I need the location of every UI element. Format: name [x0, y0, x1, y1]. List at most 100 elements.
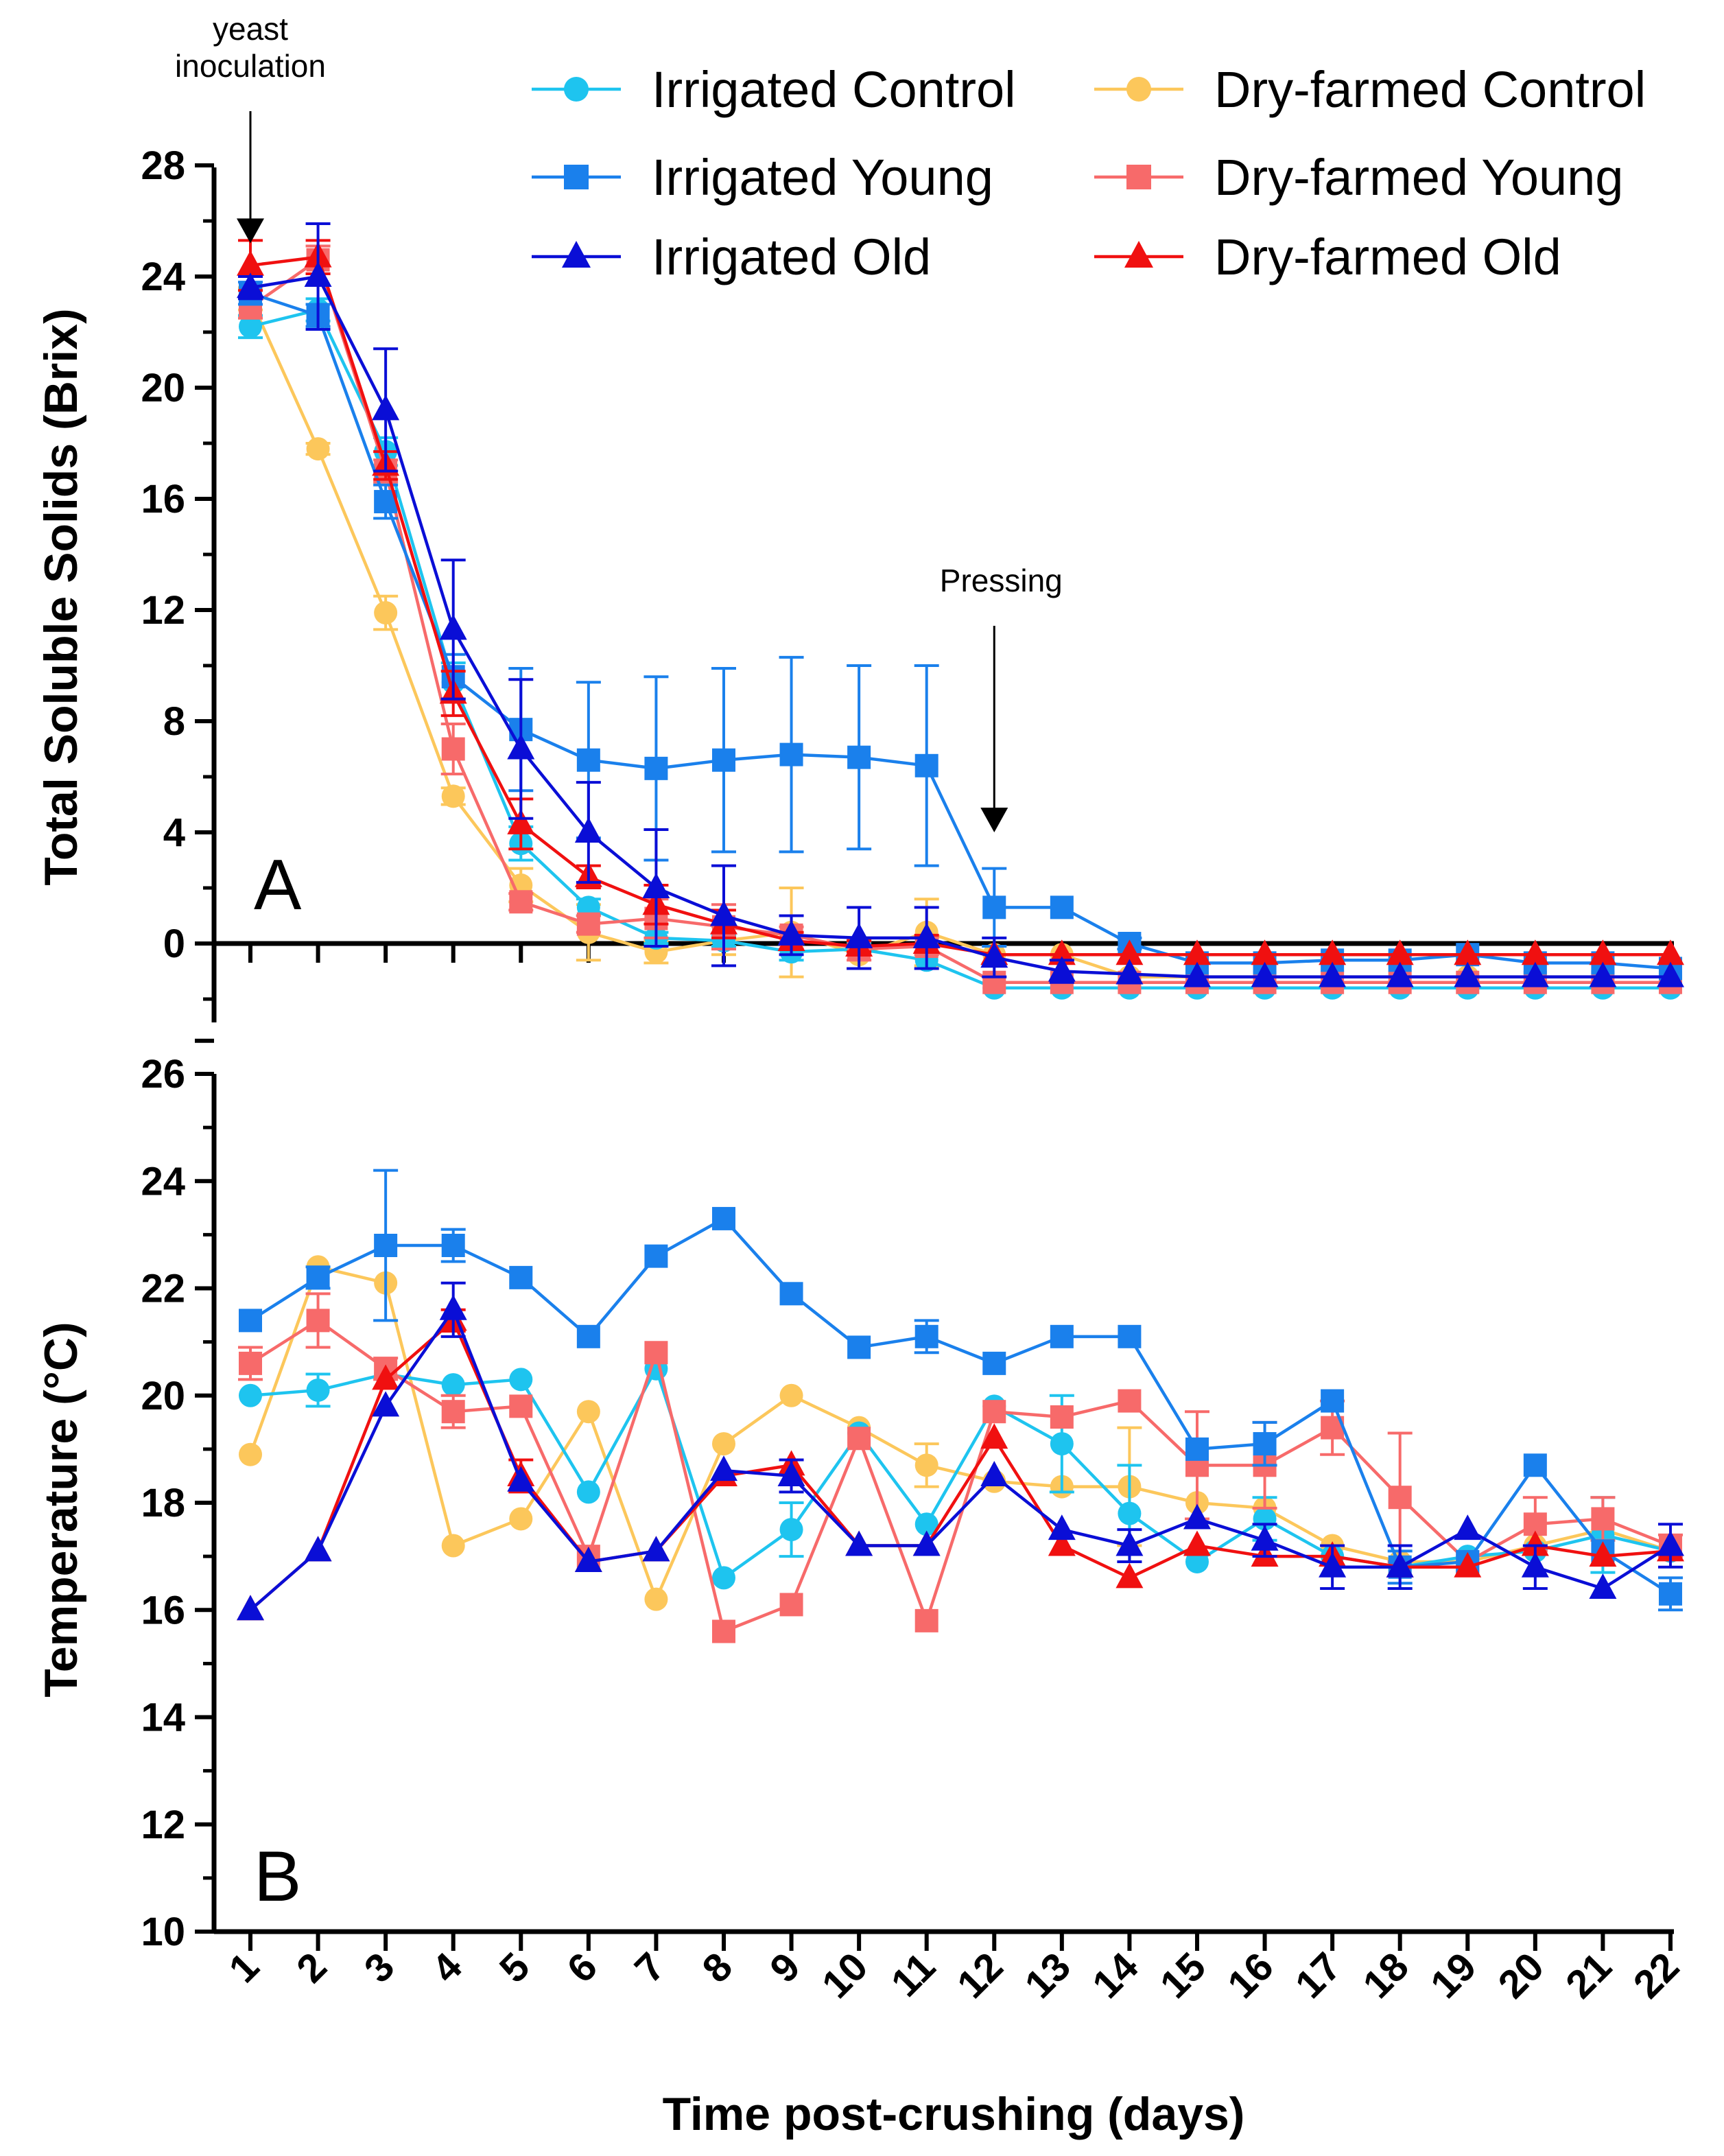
panel-b-dry-farmed-young-point	[1050, 1405, 1074, 1429]
panel-b-irrigated-young-point	[1658, 1582, 1682, 1606]
x-tick-label: 6	[558, 1944, 606, 1991]
panel-b-irrigated-old-point	[1183, 1503, 1211, 1530]
panel-b-irrigated-old-point	[709, 1455, 737, 1481]
panel-b-dry-farmed-young-series	[238, 1292, 1683, 1643]
panel-b-irrigated-old-point	[1115, 1530, 1144, 1556]
panel-b-irrigated-old-point	[980, 1460, 1008, 1486]
panel-a-irrigated-old-point	[507, 734, 535, 760]
panel-b-irrigated-old-point	[642, 1536, 670, 1562]
panel-a-irrigated-old-series	[237, 222, 1684, 987]
panel-a-irrigated-young-point	[711, 748, 735, 772]
panel-b-irrigated-young-point	[1185, 1437, 1209, 1461]
x-tick-label: 17	[1287, 1944, 1350, 2007]
panel-a-irrigated-old-point	[1115, 959, 1144, 985]
x-tick-label: 4	[423, 1944, 471, 1991]
panel-a-irrigated-old-point	[237, 272, 264, 298]
panel-a-irrigated-old-point	[1048, 956, 1076, 982]
x-tick-label: 1	[220, 1944, 268, 1991]
x-tick-label: 5	[491, 1944, 539, 1991]
panel-b-irrigated-young-point	[1118, 1324, 1142, 1348]
x-tick-label: 19	[1422, 1944, 1485, 2007]
panel-b-dry-farmed-control-point	[914, 1453, 938, 1477]
legend-item-dry-farmed-young: Dry-farmed Young	[1094, 149, 1623, 206]
panel-b-irrigated-old-point	[1454, 1514, 1482, 1540]
panel-b-irrigated-young-point	[441, 1234, 465, 1257]
x-tick-label: 14	[1084, 1944, 1147, 2007]
panel-a-irrigated-old-point	[1386, 961, 1414, 987]
panel-b-irrigated-young-point	[914, 1324, 938, 1348]
panel-b-dry-farmed-young-point	[239, 1351, 262, 1375]
panel-b-irrigated-old-point	[912, 1530, 941, 1556]
x-tick-label: 7	[626, 1944, 674, 1991]
panel-a-dry-farmed-control-point	[374, 601, 398, 625]
legend-marker	[562, 241, 591, 268]
legend-label: Dry-farmed Control	[1214, 61, 1646, 118]
panel-a-irrigated-control-series	[238, 297, 1682, 1000]
panel-b-irrigated-young-point	[509, 1265, 533, 1289]
panel-a-y-tick-label: 16	[141, 477, 185, 522]
panel-b-dry-farmed-control-point	[509, 1507, 533, 1531]
panel-b-irrigated-old-point	[372, 1391, 400, 1417]
panel-b-irrigated-old-point	[304, 1536, 332, 1562]
panel-a-dry-farmed-old-point	[1386, 939, 1414, 965]
panel-b-y-tick-label: 22	[141, 1267, 185, 1311]
panel-b-irrigated-control-line	[250, 1367, 1671, 1580]
panel-a-dry-farmed-old-point	[1454, 939, 1482, 965]
panel-a-dry-farmed-old-point	[1521, 939, 1549, 965]
panel-a-irrigated-old-point	[574, 817, 602, 843]
panel-b-dry-farmed-control-point	[441, 1534, 465, 1558]
panel-b-irrigated-old-point	[1319, 1551, 1347, 1578]
panel-a-dry-farmed-old-point	[507, 808, 535, 834]
panel-a-irrigated-old-point	[372, 395, 400, 421]
legend-label: Irrigated Old	[652, 229, 931, 285]
panel-a-dry-farmed-control-point	[441, 784, 465, 808]
panel-b-irrigated-young-point	[1050, 1324, 1074, 1348]
panel-b-irrigated-old-point	[507, 1466, 535, 1492]
panel-b-dry-farmed-old-point	[1454, 1551, 1482, 1578]
panel-a-irrigated-old-line	[250, 274, 1670, 979]
panel-b-y-tick-label: 16	[141, 1588, 185, 1632]
panel-a-y-tick-label: 20	[141, 366, 185, 410]
panel-a-irrigated-young-point	[779, 742, 803, 766]
panel-b-irrigated-young-point	[644, 1244, 668, 1268]
panel-a-dry-farmed-old-point	[1048, 939, 1076, 965]
panel-b-irrigated-young-point	[779, 1282, 803, 1306]
panel-a-dry-farmed-old-point	[1319, 939, 1347, 965]
legend-item-irrigated-young: Irrigated Young	[532, 149, 993, 206]
panel-a-irrigated-old-point	[777, 919, 805, 946]
labels-layer: Time post-crushing (days) Total Soluble …	[35, 308, 1244, 2140]
x-tick-label: 12	[949, 1944, 1012, 2007]
panel-b-irrigated-control-point	[914, 1512, 938, 1536]
panel-b-y-tick-label: 24	[141, 1159, 185, 1204]
panel-b-y-axis-title: Temperature (°C)	[35, 1322, 87, 1697]
panel-b-dry-farmed-control-point	[576, 1400, 600, 1424]
panel-b-irrigated-old-point	[237, 1595, 264, 1621]
panel-b-irrigated-old-point	[574, 1546, 602, 1572]
panel-b-dry-farmed-young-point	[847, 1427, 871, 1451]
panel-b-irrigated-control-point	[1050, 1432, 1074, 1456]
panel-b-dry-farmed-control-point	[239, 1442, 262, 1466]
x-tick-label: 15	[1152, 1944, 1215, 2007]
panel-b-irrigated-old-point	[1386, 1551, 1414, 1578]
series-layer	[237, 222, 1684, 1643]
panel-b-y-tick-label: 26	[141, 1052, 185, 1097]
panel-b-letter: B	[254, 1837, 301, 1917]
panel-a-irrigated-young-point	[1050, 895, 1074, 919]
panel-b-irrigated-old-point	[1589, 1573, 1617, 1599]
panel-a-dry-farmed-old-point	[1589, 939, 1617, 965]
panel-b-irrigated-young-series	[239, 1169, 1683, 1612]
panel-a-y-tick-label: 0	[163, 922, 185, 966]
annotation-text-pressing: Pressing	[940, 563, 1063, 598]
panel-b-irrigated-young-line	[249, 1217, 1672, 1595]
panel-a-irrigated-control-line	[250, 308, 1670, 990]
x-tick-label: 11	[883, 1944, 944, 2005]
panel-a-irrigated-old-point	[845, 922, 873, 948]
x-tick-label: 16	[1219, 1944, 1282, 2007]
legend-label: Irrigated Control	[652, 61, 1016, 118]
panel-a-irrigated-old-point	[1454, 961, 1482, 987]
panel-b-dry-farmed-young-point	[711, 1619, 735, 1643]
panel-a-dry-farmed-control-point	[306, 437, 330, 461]
panel-a-y-tick-label: 4	[163, 810, 185, 855]
panel-b-y-tick-label: 10	[141, 1910, 185, 1954]
panel-a-irrigated-old-point	[1319, 961, 1347, 987]
